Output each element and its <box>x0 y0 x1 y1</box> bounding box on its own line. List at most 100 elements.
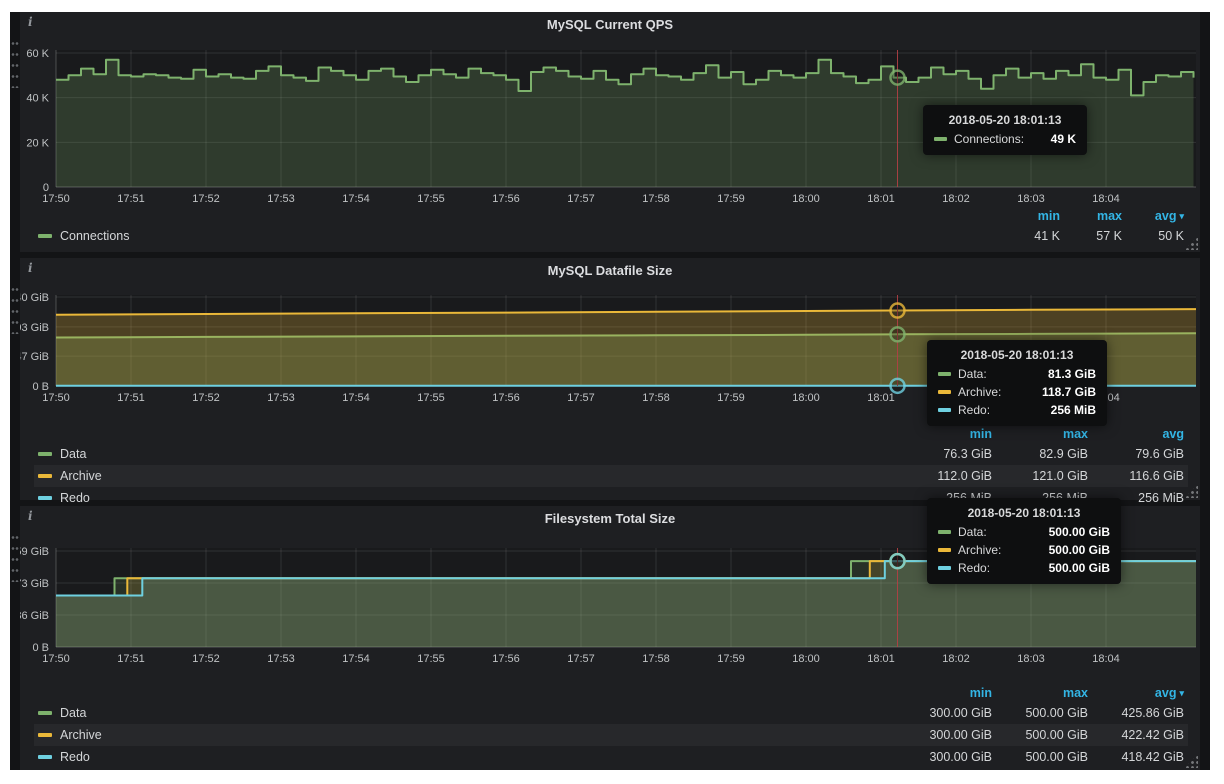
legend-row-connections: Connections 41 K 57 K 50 K <box>34 225 1188 247</box>
series-color-dash <box>38 474 52 478</box>
svg-text:17:58: 17:58 <box>642 193 670 205</box>
svg-text:17:58: 17:58 <box>642 392 670 404</box>
hover-tooltip-qps: 2018-05-20 18:01:13 Connections: 49 K <box>923 105 1087 155</box>
tooltip-series-label: Data: <box>958 525 987 539</box>
grafana-dashboard: i MySQL Current QPS 17:50 17:51 17:52 17:53… <box>10 12 1210 770</box>
svg-text:17:55: 17:55 <box>417 392 445 404</box>
svg-text:18:00: 18:00 <box>792 392 820 404</box>
legend-sort-min[interactable]: min <box>969 426 992 441</box>
tooltip-series-label: Archive: <box>958 543 1002 557</box>
legend-avg-value: 418.42 GiB <box>1121 750 1184 764</box>
legend-min-value: 112.0 GiB <box>937 469 992 483</box>
svg-text:17:59: 17:59 <box>717 653 745 665</box>
series-color-dash <box>38 733 52 737</box>
tooltip-series-row: Redo: 500.00 GiB <box>938 561 1110 575</box>
svg-text:17:52: 17:52 <box>192 392 220 404</box>
svg-text:17:50: 17:50 <box>42 193 70 205</box>
legend-min-value: 300.00 GiB <box>929 706 992 720</box>
legend-series-archive[interactable]: Archive <box>38 728 896 742</box>
legend-sort-max[interactable]: max <box>1062 426 1088 441</box>
panel-drag-handle[interactable] <box>11 532 19 582</box>
legend-sort-max[interactable]: max <box>1062 685 1088 700</box>
panel-drag-handle[interactable] <box>11 38 19 88</box>
svg-text:93 GiB: 93 GiB <box>20 322 49 334</box>
legend-sort-avg[interactable]: avg <box>1162 426 1184 441</box>
svg-text:17:56: 17:56 <box>492 653 520 665</box>
series-label: Data <box>60 447 87 461</box>
svg-text:0: 0 <box>43 182 49 194</box>
tooltip-timestamp: 2018-05-20 18:01:13 <box>967 506 1081 520</box>
legend-min-value: 300.00 GiB <box>929 750 992 764</box>
series-color-dash <box>38 711 52 715</box>
datafile-chart-svg: 17:50 17:51 17:52 17:53 17:54 17:55 17:56 17:57… <box>20 292 1197 404</box>
legend-header-row: min max avg ▾ <box>34 206 1188 225</box>
tooltip-series-row: Archive: 118.7 GiB <box>938 385 1096 399</box>
series-color-dash <box>38 755 52 759</box>
svg-text:18:01: 18:01 <box>867 653 895 665</box>
tooltip-timestamp: 2018-05-20 18:01:13 <box>960 348 1074 362</box>
svg-text:17:50: 17:50 <box>42 653 70 665</box>
tooltip-series-row: Redo: 256 MiB <box>938 403 1096 417</box>
panel-title[interactable]: MySQL Datafile Size <box>547 263 673 278</box>
legend-row-data: Data 300.00 GiB 500.00 GiB 425.86 GiB <box>34 702 1188 724</box>
svg-text:18:03: 18:03 <box>1017 193 1045 205</box>
legend-row-archive: Archive 112.0 GiB 121.0 GiB 116.6 GiB <box>34 465 1188 487</box>
legend-series-data[interactable]: Data <box>38 706 896 720</box>
svg-text:559 GiB: 559 GiB <box>20 546 49 558</box>
panel-drag-handle[interactable] <box>11 284 19 334</box>
datafile-chart-area[interactable]: 17:50 17:51 17:52 17:53 17:54 17:55 17:56 17:57… <box>20 258 1200 500</box>
tooltip-series-label: Archive: <box>958 385 1002 399</box>
series-color-dash <box>938 408 951 412</box>
legend-max-value: 57 K <box>1096 229 1122 243</box>
panel-info-icon[interactable]: i <box>28 509 33 523</box>
panel-info-icon[interactable]: i <box>28 15 33 29</box>
tooltip-series-row: Data: 500.00 GiB <box>938 525 1110 539</box>
svg-text:17:51: 17:51 <box>117 193 145 205</box>
legend-max-value: 500.00 GiB <box>1025 706 1088 720</box>
tooltip-timestamp: 2018-05-20 18:01:13 <box>948 113 1062 127</box>
legend-sort-avg[interactable]: avg ▾ <box>1154 685 1184 700</box>
svg-text:18:04: 18:04 <box>1092 653 1120 665</box>
svg-text:373 GiB: 373 GiB <box>20 578 49 590</box>
tooltip-series-row: Data: 81.3 GiB <box>938 367 1096 381</box>
panel-title[interactable]: Filesystem Total Size <box>544 511 676 526</box>
legend-series-redo[interactable]: Redo <box>38 491 896 505</box>
legend-avg-value: 422.42 GiB <box>1121 728 1184 742</box>
qps-chart-area[interactable]: 17:50 17:51 17:52 17:53 17:54 17:55 17:56 17:57… <box>20 12 1200 252</box>
svg-text:60 K: 60 K <box>26 48 49 60</box>
legend-sort-max[interactable]: max <box>1096 208 1122 223</box>
tooltip-series-value: 49 K <box>1050 132 1076 146</box>
series-color-dash <box>38 234 52 238</box>
panel-title[interactable]: MySQL Current QPS <box>546 17 674 32</box>
filesystem-chart-area[interactable]: 17:50 17:51 17:52 17:53 17:54 17:55 17:56 17:57… <box>20 506 1200 770</box>
svg-text:18:00: 18:00 <box>792 653 820 665</box>
legend-avg-value: 116.6 GiB <box>1129 469 1184 483</box>
legend: min max avg ▾ Data 300.00 GiB 500.00 GiB … <box>34 683 1188 768</box>
legend-series-data[interactable]: Data <box>38 447 896 461</box>
tooltip-series-row: Connections: 49 K <box>934 132 1076 146</box>
legend-max-value: 500.00 GiB <box>1025 728 1088 742</box>
series-label: Redo <box>60 750 90 764</box>
svg-text:17:57: 17:57 <box>567 392 595 404</box>
legend-sort-min[interactable]: min <box>1037 208 1060 223</box>
series-label: Connections <box>60 229 130 243</box>
svg-text:18:01: 18:01 <box>867 193 895 205</box>
svg-text:40 K: 40 K <box>26 93 49 105</box>
legend-series-redo[interactable]: Redo <box>38 750 896 764</box>
legend-series-connections[interactable]: Connections <box>38 229 998 243</box>
legend-series-archive[interactable]: Archive <box>38 469 896 483</box>
svg-text:17:59: 17:59 <box>717 193 745 205</box>
svg-text:17:51: 17:51 <box>117 392 145 404</box>
svg-text:17:56: 17:56 <box>492 193 520 205</box>
legend-row-redo: Redo 300.00 GiB 500.00 GiB 418.42 GiB <box>34 746 1188 768</box>
legend-sort-min[interactable]: min <box>969 685 992 700</box>
panel-info-icon[interactable]: i <box>28 261 33 275</box>
svg-text:17:50: 17:50 <box>42 392 70 404</box>
legend-sort-avg[interactable]: avg ▾ <box>1154 208 1184 223</box>
series-color-dash <box>938 566 951 570</box>
series-color-dash <box>938 548 951 552</box>
svg-text:17:52: 17:52 <box>192 193 220 205</box>
svg-text:17:54: 17:54 <box>342 653 370 665</box>
svg-text:17:59: 17:59 <box>717 392 745 404</box>
legend: min max avg Data 76.3 GiB 82.9 GiB 79.6 … <box>34 424 1188 509</box>
